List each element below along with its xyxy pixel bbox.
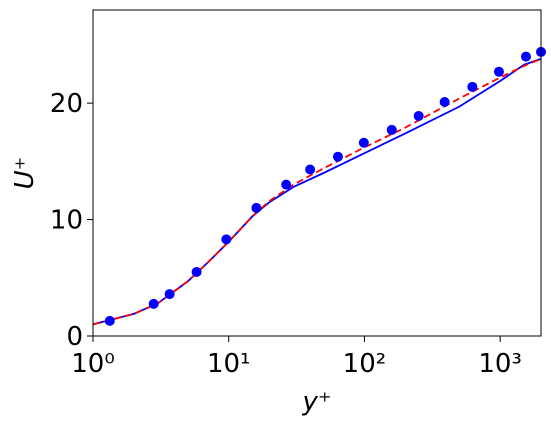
x-tick-label: 10³ bbox=[478, 349, 522, 379]
data-point bbox=[358, 137, 369, 148]
data-point bbox=[467, 81, 478, 92]
data-point bbox=[281, 179, 292, 190]
y-axis-label: U⁺ bbox=[10, 157, 40, 190]
data-point bbox=[386, 124, 397, 135]
data-point bbox=[439, 96, 450, 107]
data-point bbox=[164, 289, 175, 300]
data-point bbox=[148, 298, 159, 309]
y-tick-label: 10 bbox=[50, 206, 83, 236]
data-point bbox=[413, 110, 424, 121]
x-tick-label: 10⁰ bbox=[71, 349, 115, 379]
line bbox=[93, 58, 541, 326]
data-point bbox=[104, 315, 115, 326]
y-tick-label: 20 bbox=[50, 89, 83, 119]
data-point bbox=[332, 151, 343, 162]
y-tick-label: 0 bbox=[66, 322, 83, 352]
data-point bbox=[191, 266, 202, 277]
plot-area bbox=[93, 10, 541, 336]
data-point bbox=[221, 234, 232, 245]
x-tick-label: 10² bbox=[343, 349, 387, 379]
plot-frame bbox=[92, 9, 542, 337]
data-point bbox=[520, 51, 531, 62]
x-axis-label: y⁺ bbox=[301, 387, 331, 417]
x-tick-label: 10¹ bbox=[207, 349, 251, 379]
data-point bbox=[493, 66, 504, 77]
data-point bbox=[251, 202, 262, 213]
data-point bbox=[305, 164, 316, 175]
